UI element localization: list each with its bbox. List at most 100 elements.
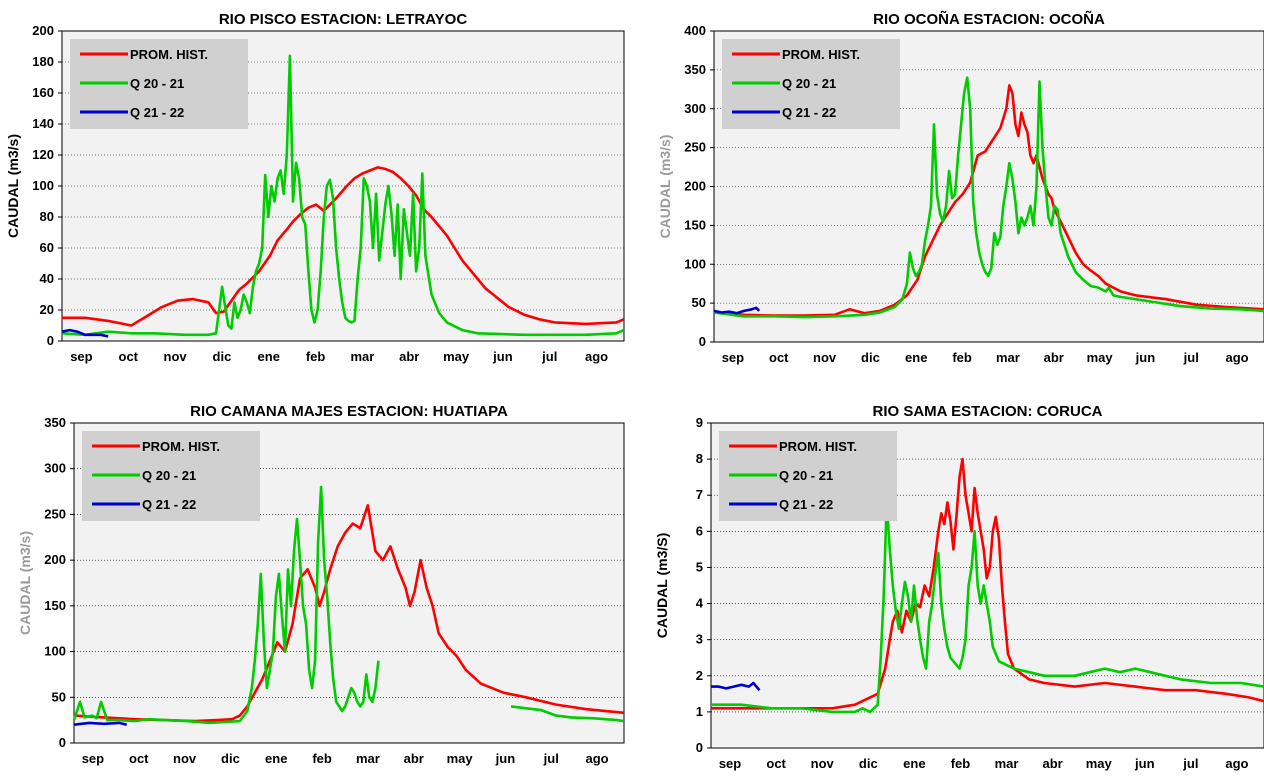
x-tick-label: ene [258, 349, 280, 364]
y-tick-label: 300 [44, 461, 66, 476]
x-tick-label: oct [119, 349, 139, 364]
legend-label: Q 21 - 22 [130, 105, 184, 120]
x-tick-label: sep [82, 751, 104, 766]
series-line [61, 328, 109, 338]
legend-label: Q 20 - 21 [782, 76, 836, 91]
series-line [711, 681, 761, 692]
x-tick-label: jul [1182, 756, 1198, 771]
x-tick-label: feb [312, 751, 332, 766]
x-tick-label: ago [1226, 350, 1249, 365]
series-line [510, 705, 625, 723]
x-tick-label: abr [404, 751, 424, 766]
y-tick-label: 400 [684, 23, 706, 38]
y-tick-label: 200 [32, 23, 54, 38]
y-tick-label: 200 [684, 179, 706, 194]
y-tick-label: 160 [32, 85, 54, 100]
y-tick-label: 0 [47, 333, 54, 348]
x-tick-label: jun [492, 349, 513, 364]
y-tick-label: 0 [59, 735, 66, 750]
y-tick-label: 100 [684, 256, 706, 271]
y-tick-label: 20 [40, 302, 54, 317]
y-tick-label: 60 [40, 240, 54, 255]
series-line [73, 504, 625, 723]
x-tick-label: jun [495, 751, 516, 766]
y-axis-label: CAUDAL (m3/s) [657, 135, 673, 239]
legend-label: Q 20 - 21 [142, 468, 196, 483]
y-tick-label: 3 [696, 632, 703, 647]
legend: PROM. HIST. Q 20 - 21 Q 21 - 22 [70, 39, 248, 129]
y-tick-label: 2 [696, 668, 703, 683]
chart-panel: 0 20 40 60 80 100 120 140 160 180 200 sep oct nov dic e… [5, 11, 625, 364]
series-line [73, 721, 128, 726]
x-tick-label: mar [350, 349, 374, 364]
legend: PROM. HIST. Q 20 - 21 Q 21 - 22 [722, 39, 900, 129]
series-line [711, 501, 1264, 714]
x-tick-label: feb [951, 756, 971, 771]
chart-title: RIO OCOÑA ESTACION: OCOÑA [873, 10, 1105, 28]
y-tick-label: 150 [44, 598, 66, 613]
x-tick-label: jun [1135, 350, 1156, 365]
series-line [72, 485, 380, 725]
x-tick-label: sep [70, 349, 92, 364]
x-tick-label: may [447, 751, 474, 766]
x-tick-label: jul [543, 751, 559, 766]
y-tick-label: 9 [696, 415, 703, 430]
y-tick-label: 4 [696, 596, 704, 611]
legend-label: Q 21 - 22 [779, 497, 833, 512]
y-tick-label: 0 [696, 740, 703, 755]
x-tick-label: ago [1225, 756, 1248, 771]
x-tick-label: mar [995, 756, 1019, 771]
x-tick-label: feb [952, 350, 972, 365]
y-tick-label: 200 [44, 552, 66, 567]
chart-panel: 0 50 100 150 200 250 300 350 sep oct nov dic ene feb m… [17, 403, 625, 766]
x-tick-label: abr [399, 349, 419, 364]
y-axis-label: CAUDAL (m3/s) [17, 531, 33, 635]
x-tick-label: mar [356, 751, 380, 766]
x-tick-label: ene [265, 751, 287, 766]
y-tick-label: 6 [696, 523, 703, 538]
x-tick-label: nov [164, 349, 188, 364]
series-line [713, 76, 1264, 319]
chart-title: RIO PISCO ESTACION: LETRAYOC [219, 11, 468, 28]
x-tick-label: may [443, 349, 470, 364]
y-tick-label: 8 [696, 451, 703, 466]
y-axis-label: CAUDAL (m3/S) [654, 533, 670, 639]
legend-label: PROM. HIST. [779, 439, 857, 454]
y-tick-label: 350 [684, 62, 706, 77]
legend-label: Q 20 - 21 [130, 76, 184, 91]
x-tick-label: feb [306, 349, 326, 364]
x-tick-label: oct [766, 756, 786, 771]
legend-label: Q 21 - 22 [142, 497, 196, 512]
y-tick-label: 40 [40, 271, 54, 286]
legend-label: PROM. HIST. [142, 439, 220, 454]
chart-title: RIO SAMA ESTACION: CORUCA [873, 403, 1103, 420]
x-tick-label: jul [1183, 350, 1199, 365]
x-tick-label: sep [722, 350, 744, 365]
x-tick-label: oct [769, 350, 789, 365]
y-tick-label: 1 [696, 704, 703, 719]
x-tick-label: oct [129, 751, 149, 766]
chart-panel: 0 1 2 3 4 5 6 7 8 9 sep oct nov dic ene feb mar abr may jun… [654, 403, 1264, 771]
x-tick-label: jul [541, 349, 557, 364]
y-tick-label: 7 [696, 487, 703, 502]
series-line [62, 166, 625, 327]
y-axis-label: CAUDAL (m3/s) [5, 134, 21, 238]
y-tick-label: 150 [684, 217, 706, 232]
chart-panel: 0 50 100 150 200 250 300 350 400 sep oct nov dic ene f… [657, 10, 1264, 365]
x-tick-label: abr [1044, 350, 1064, 365]
y-tick-label: 5 [696, 559, 703, 574]
x-tick-label: ago [585, 349, 608, 364]
x-tick-label: dic [861, 350, 880, 365]
y-tick-label: 300 [684, 101, 706, 116]
x-tick-label: dic [221, 751, 240, 766]
chart-title: RIO CAMANA MAJES ESTACION: HUATIAPA [190, 403, 508, 420]
legend-label: PROM. HIST. [130, 47, 208, 62]
y-tick-label: 180 [32, 54, 54, 69]
series-line [711, 457, 1264, 710]
x-tick-label: sep [719, 756, 741, 771]
x-tick-label: nov [811, 756, 835, 771]
legend: PROM. HIST. Q 20 - 21 Q 21 - 22 [719, 431, 897, 521]
x-tick-label: abr [1043, 756, 1063, 771]
x-tick-label: dic [213, 349, 232, 364]
